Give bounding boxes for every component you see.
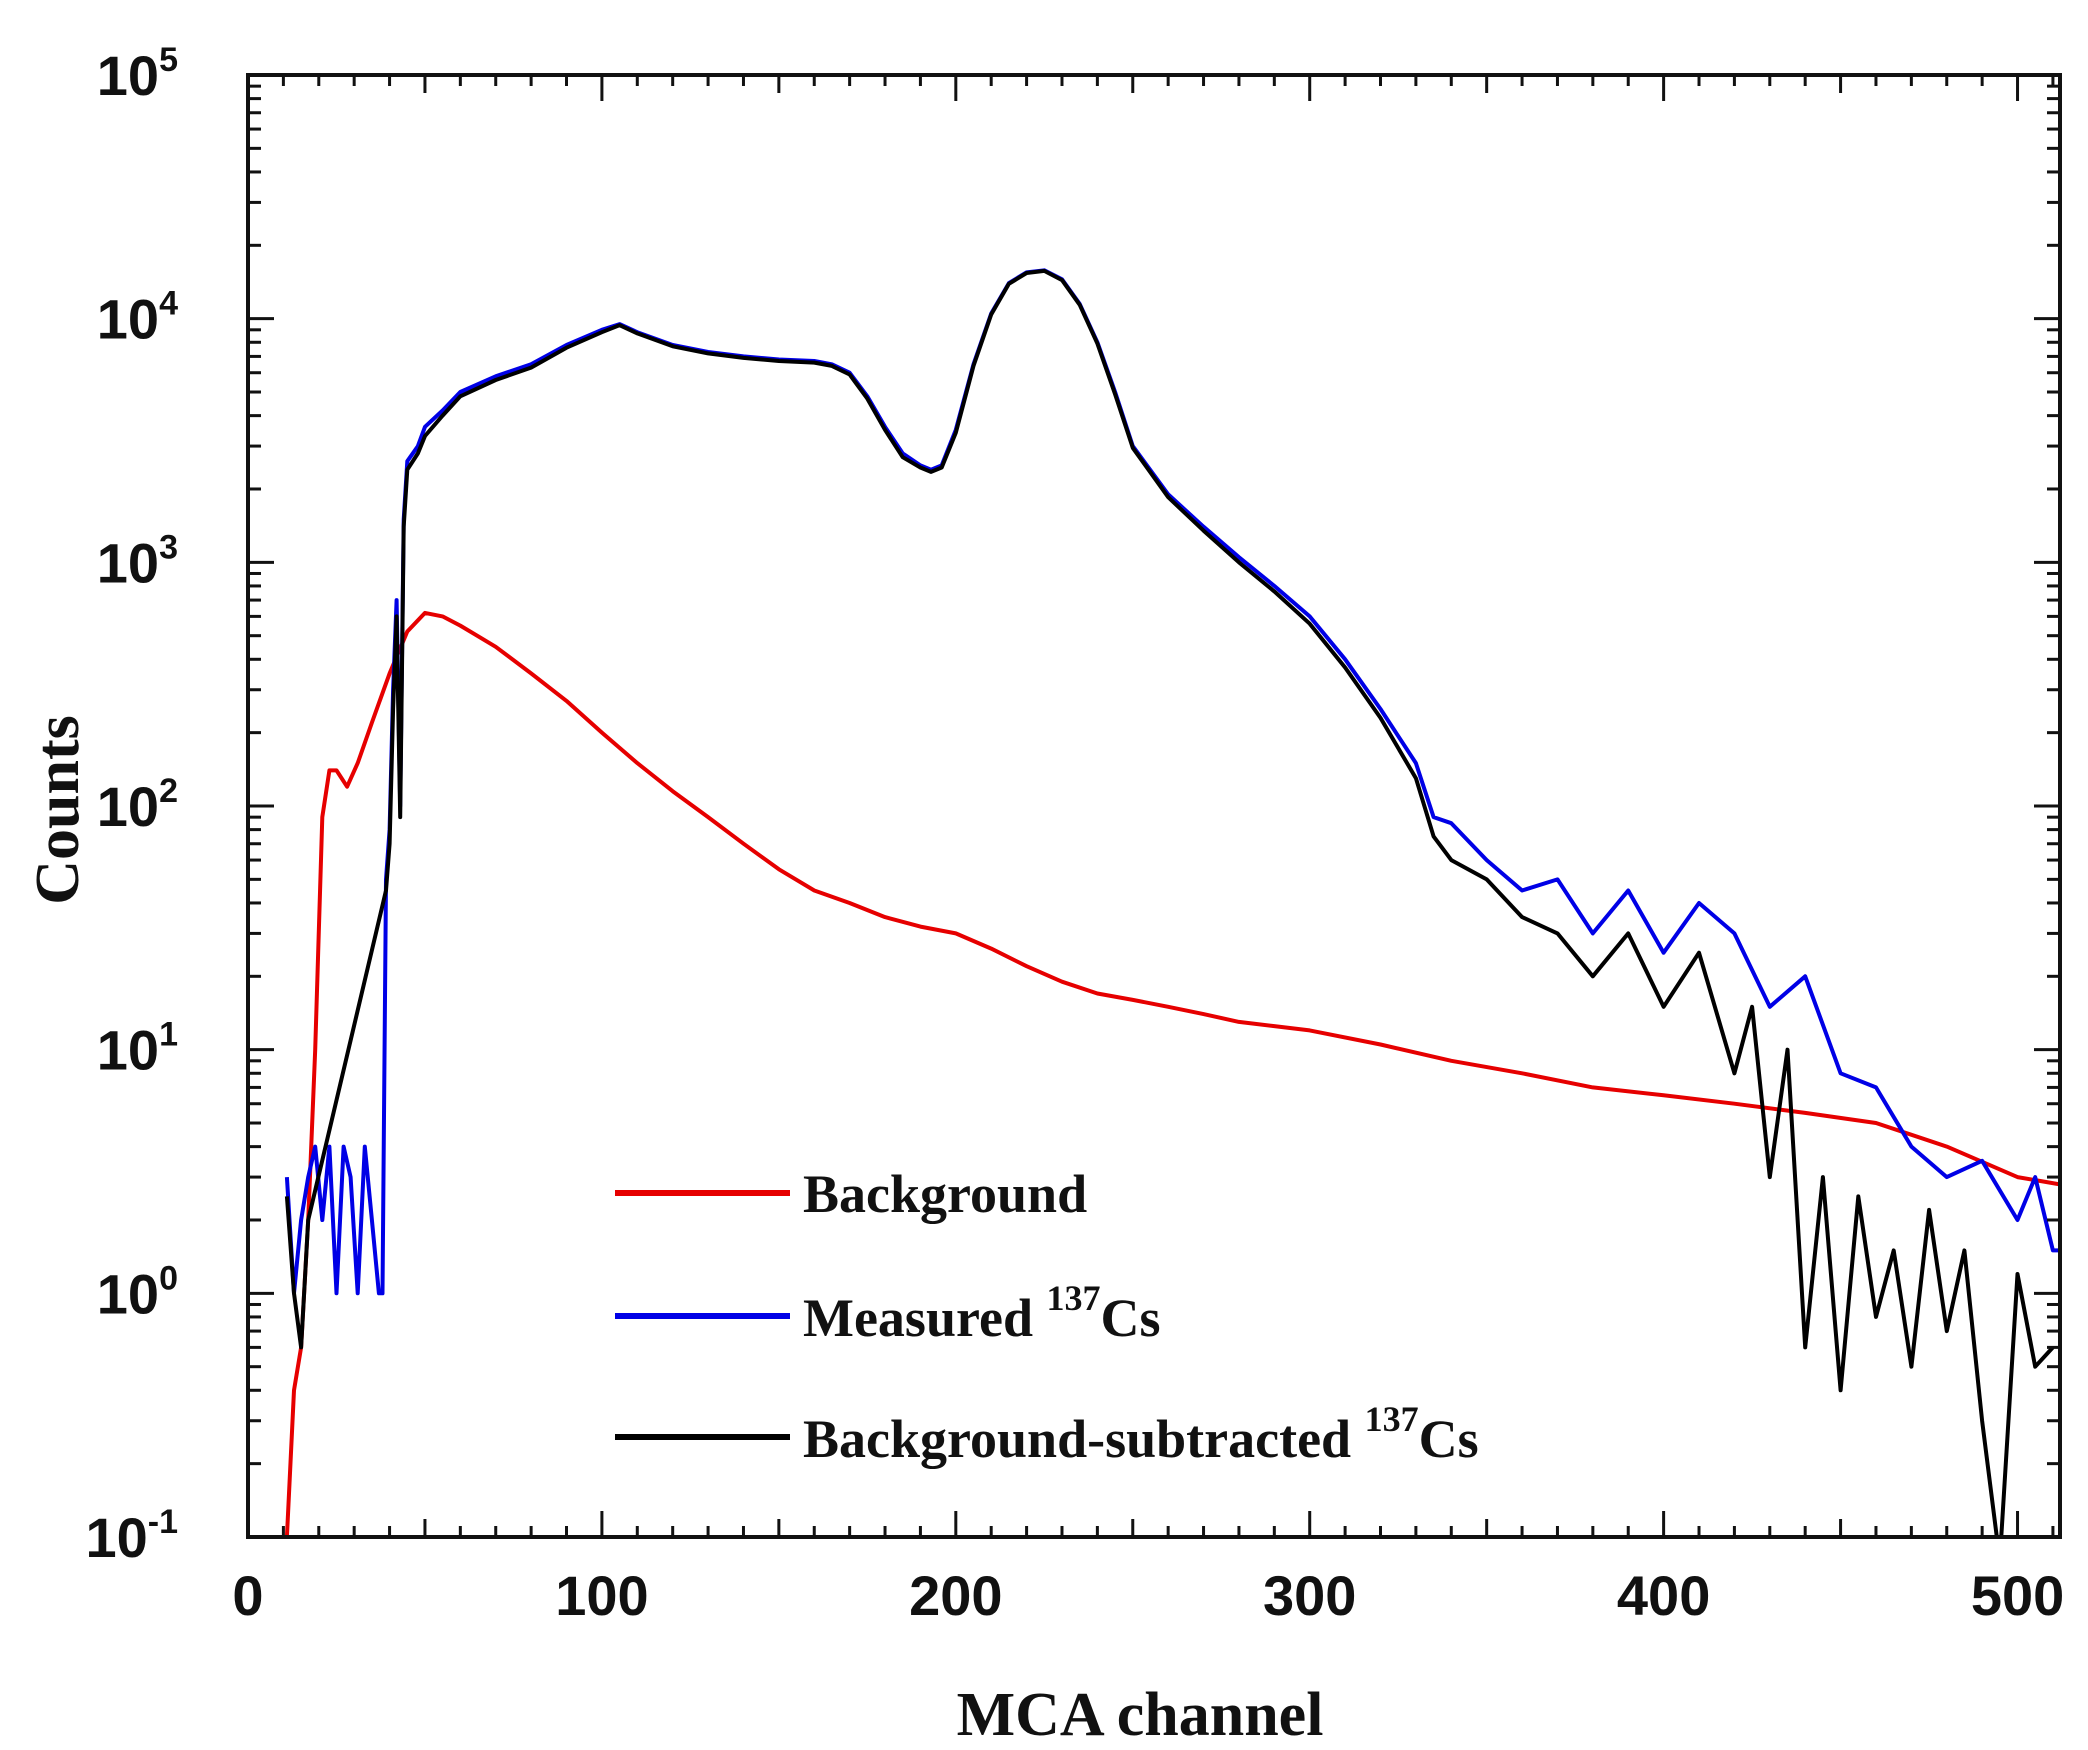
ticks-layer [246, 73, 2060, 1539]
series-layer [284, 268, 2060, 1537]
y-tick-exponent: 4 [159, 285, 178, 323]
y-tick-exponent: -1 [148, 1503, 178, 1541]
y-tick-exponent: 5 [159, 41, 178, 79]
x-tick-label: 500 [1971, 1564, 2064, 1627]
y-tick-label: 102 [97, 772, 178, 838]
y-tick-base: 10 [97, 1019, 159, 1082]
y-tick-exponent: 0 [159, 1259, 178, 1297]
y-tick-label: 103 [97, 528, 178, 594]
legend-label-subtracted: Background-subtracted 137Cs [803, 1399, 1479, 1469]
legend-subtracted-text: Background-subtracted [803, 1409, 1365, 1469]
legend-measured-symbol: Cs [1100, 1288, 1160, 1348]
legend-subtracted-symbol: Cs [1419, 1409, 1479, 1469]
y-tick-base: 10 [97, 44, 159, 107]
y-tick-base: 10 [97, 288, 159, 351]
legend: Background Measured 137Cs Background-sub… [615, 1164, 1479, 1469]
x-tick-label: 400 [1617, 1564, 1710, 1627]
x-tick-label: 300 [1263, 1564, 1356, 1627]
y-tick-label: 10-1 [85, 1503, 178, 1569]
y-tick-base: 10 [97, 531, 159, 594]
legend-subtracted-mass: 137 [1365, 1399, 1419, 1439]
y-tick-base: 10 [97, 775, 159, 838]
y-tick-label: 104 [97, 285, 178, 351]
y-tick-exponent: 1 [159, 1016, 178, 1054]
legend-measured-text: Measured [803, 1288, 1046, 1348]
y-tick-label: 105 [97, 41, 178, 107]
y-axis-title: Counts [24, 715, 92, 905]
series-line-0 [284, 610, 2060, 1537]
x-axis-title: MCA channel [957, 1681, 1324, 1749]
legend-label-measured: Measured 137Cs [803, 1278, 1161, 1348]
y-tick-label: 100 [97, 1259, 178, 1325]
y-tick-exponent: 3 [159, 528, 178, 566]
x-tick-label: 100 [555, 1564, 648, 1627]
legend-measured-mass: 137 [1046, 1278, 1100, 1318]
series-line-2 [284, 268, 2055, 1537]
y-tick-base: 10 [85, 1506, 147, 1569]
y-tick-base: 10 [97, 1262, 159, 1325]
x-tick-label: 0 [232, 1564, 263, 1627]
y-tick-exponent: 2 [159, 772, 178, 810]
y-tick-label: 101 [97, 1016, 178, 1082]
x-tick-label: 200 [909, 1564, 1002, 1627]
legend-label-background: Background [803, 1164, 1087, 1224]
